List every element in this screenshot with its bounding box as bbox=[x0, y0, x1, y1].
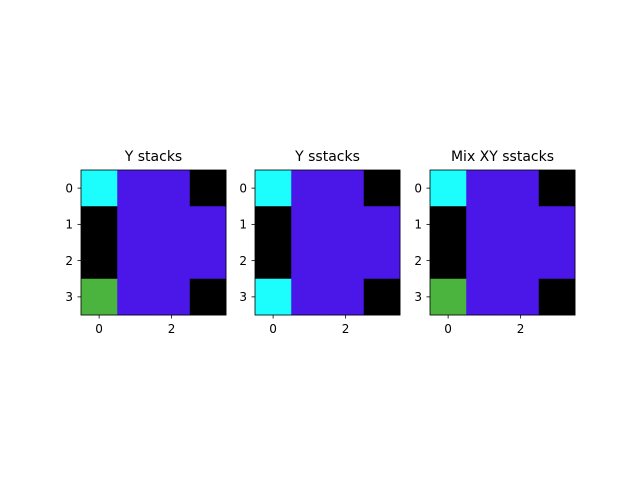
heatmap-cell-r1-c1 bbox=[466, 206, 503, 243]
heatmap-cell-r0-c3 bbox=[363, 170, 401, 207]
heatmap-cell-r3-c2 bbox=[502, 278, 540, 316]
x-tick-label: 2 bbox=[342, 322, 350, 336]
panel-3: Mix XY sstacks 0 1 2 3 0 2 bbox=[414, 149, 576, 336]
y-tick-label: 1 bbox=[414, 218, 422, 232]
heatmap-cell-r0-c1 bbox=[291, 170, 328, 207]
panel-2: Y sstacks 0 1 2 3 0 2 bbox=[239, 149, 401, 336]
axes-frame bbox=[254, 169, 401, 316]
heatmap-cell-r0-c2 bbox=[327, 170, 365, 207]
y-tick-label: 0 bbox=[239, 181, 247, 195]
heatmap-cell-r2-c3 bbox=[363, 242, 401, 280]
heatmap-cell-r3-c1 bbox=[291, 278, 328, 316]
heatmap-cell-r0-c2 bbox=[502, 170, 540, 207]
panel-title: Mix XY sstacks bbox=[451, 149, 554, 165]
x-tick-label: 0 bbox=[269, 322, 277, 336]
heatmap-cell-r1-c1 bbox=[291, 206, 328, 243]
heatmap-cell-r2-c3 bbox=[189, 242, 227, 280]
heatmap-cell-r0-c1 bbox=[466, 170, 503, 207]
heatmap-cell-r0-c2 bbox=[153, 170, 191, 207]
axes-frame bbox=[429, 169, 576, 316]
x-tick-label: 0 bbox=[95, 322, 103, 336]
heatmap-cell-r3-c3 bbox=[538, 278, 576, 316]
heatmap-cell-r1-c2 bbox=[327, 206, 365, 243]
heatmap-cell-r1-c3 bbox=[538, 206, 576, 243]
heatmap-cell-r2-c0 bbox=[81, 242, 118, 280]
heatmap-cell-r0-c0 bbox=[430, 170, 467, 207]
axes-frame bbox=[80, 169, 227, 316]
heatmap-cell-r0-c0 bbox=[255, 170, 292, 207]
y-tick-label: 2 bbox=[414, 254, 422, 268]
heatmap-cell-r0-c3 bbox=[538, 170, 576, 207]
y-tick-label: 1 bbox=[65, 218, 73, 232]
y-tick-label: 3 bbox=[239, 290, 247, 304]
heatmap-cell-r2-c2 bbox=[502, 242, 540, 280]
heatmap-cell-r1-c0 bbox=[81, 206, 118, 243]
heatmap-cell-r1-c2 bbox=[153, 206, 191, 243]
y-tick-label: 2 bbox=[65, 254, 73, 268]
heatmap-cell-r3-c1 bbox=[117, 278, 154, 316]
heatmap-cell-r1-c3 bbox=[189, 206, 227, 243]
y-tick-label: 0 bbox=[65, 181, 73, 195]
heatmap-cell-r0-c3 bbox=[189, 170, 227, 207]
heatmap-cell-r2-c1 bbox=[466, 242, 503, 280]
heatmap-cell-r2-c1 bbox=[291, 242, 328, 280]
heatmap-cell-r2-c2 bbox=[327, 242, 365, 280]
heatmap-cell-r2-c2 bbox=[153, 242, 191, 280]
panel-1: Y stacks 0 1 2 3 0 2 bbox=[65, 149, 227, 336]
heatmap-cell-r2-c3 bbox=[538, 242, 576, 280]
y-tick-label: 1 bbox=[239, 218, 247, 232]
heatmap-cell-r3-c2 bbox=[153, 278, 191, 316]
heatmap-cell-r2-c1 bbox=[117, 242, 154, 280]
panel-title: Y sstacks bbox=[294, 149, 360, 165]
y-tick-label: 2 bbox=[239, 254, 247, 268]
panel-title: Y stacks bbox=[124, 149, 182, 165]
x-tick-label: 0 bbox=[444, 322, 452, 336]
heatmap-cell-r2-c0 bbox=[255, 242, 292, 280]
heatmap-cell-r3-c2 bbox=[327, 278, 365, 316]
heatmap-cell-r3-c0 bbox=[81, 278, 118, 316]
heatmap-cell-r2-c0 bbox=[430, 242, 467, 280]
heatmap-cell-r1-c0 bbox=[255, 206, 292, 243]
heatmap-cell-r3-c0 bbox=[255, 278, 292, 316]
y-tick-label: 3 bbox=[414, 290, 422, 304]
x-tick-label: 2 bbox=[517, 322, 525, 336]
heatmap-cell-r0-c1 bbox=[117, 170, 154, 207]
heatmap-cell-r1-c0 bbox=[430, 206, 467, 243]
heatmap-cell-r3-c1 bbox=[466, 278, 503, 316]
y-tick-label: 0 bbox=[414, 181, 422, 195]
heatmap-cell-r3-c3 bbox=[189, 278, 227, 316]
x-tick-label: 2 bbox=[168, 322, 176, 336]
heatmap-cell-r3-c0 bbox=[430, 278, 467, 316]
heatmap-cell-r1-c1 bbox=[117, 206, 154, 243]
heatmap-cell-r1-c2 bbox=[502, 206, 540, 243]
heatmap-cell-r0-c0 bbox=[81, 170, 118, 207]
heatmap-cell-r3-c3 bbox=[363, 278, 401, 316]
heatmap-cell-r1-c3 bbox=[363, 206, 401, 243]
y-tick-label: 3 bbox=[65, 290, 73, 304]
